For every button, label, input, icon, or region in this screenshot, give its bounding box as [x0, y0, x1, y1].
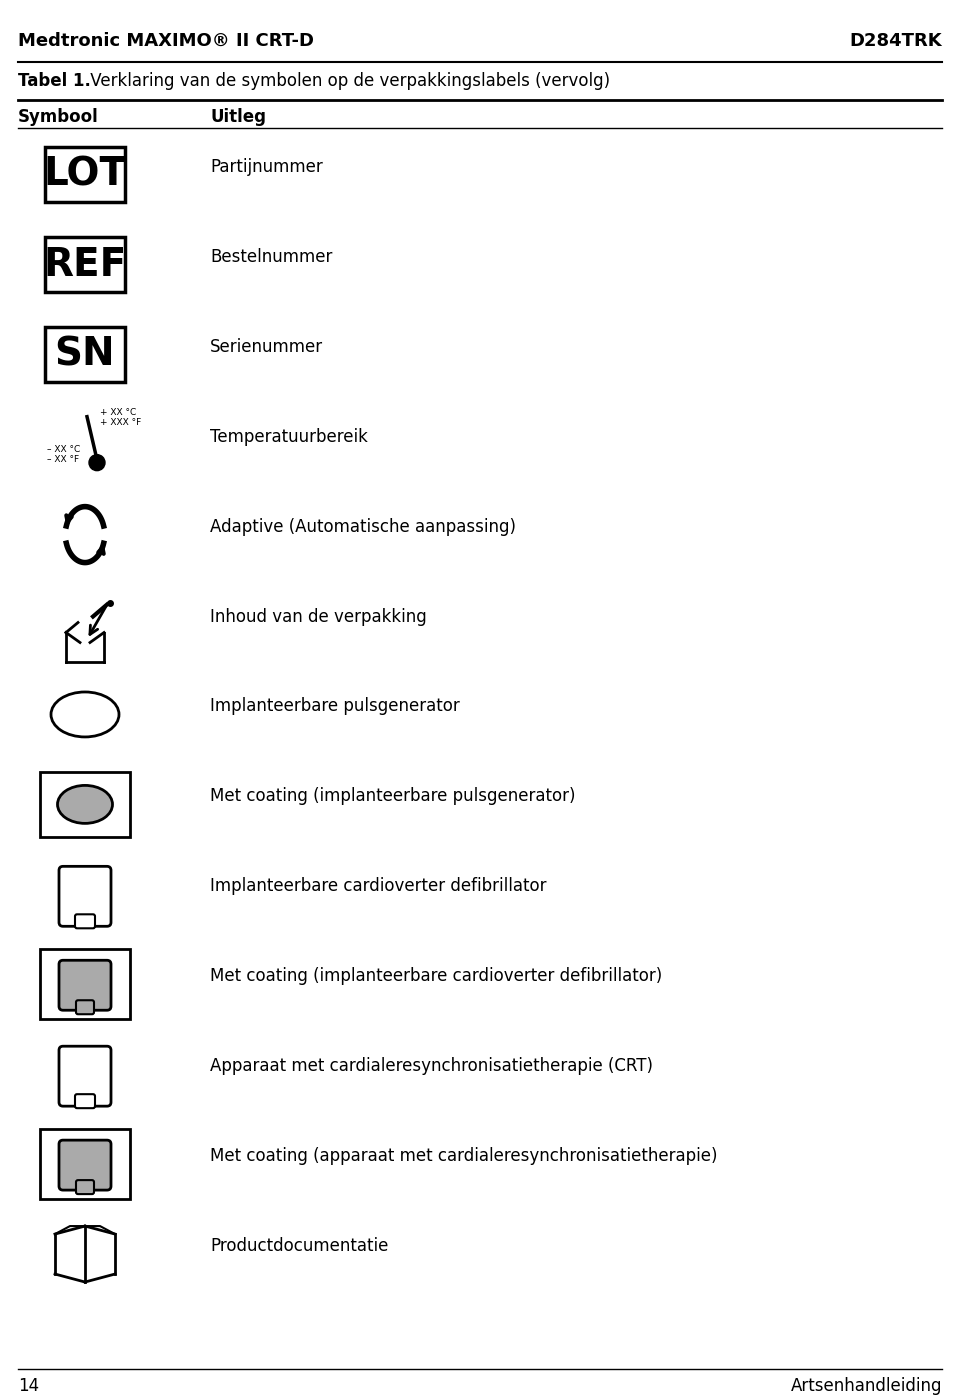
Text: Temperatuurbereik: Temperatuurbereik [210, 427, 368, 445]
Ellipse shape [51, 692, 119, 736]
FancyBboxPatch shape [75, 914, 95, 928]
FancyBboxPatch shape [76, 1180, 94, 1194]
Text: Symbool: Symbool [18, 108, 99, 126]
Text: LOT: LOT [43, 155, 127, 193]
Text: Inhoud van de verpakking: Inhoud van de verpakking [210, 608, 427, 626]
Bar [45, 238, 125, 293]
Text: – XX °C: – XX °C [47, 445, 81, 454]
Text: Bestelnummer: Bestelnummer [210, 248, 332, 266]
Text: Apparaat met cardialeresynchronisatietherapie (CRT): Apparaat met cardialeresynchronisatiethe… [210, 1057, 653, 1075]
Text: Uitleg: Uitleg [210, 108, 266, 126]
Text: Artsenhandleiding: Artsenhandleiding [790, 1378, 942, 1394]
FancyBboxPatch shape [76, 1000, 94, 1014]
Text: + XXX °F: + XXX °F [100, 419, 141, 427]
Text: Implanteerbare cardioverter defibrillator: Implanteerbare cardioverter defibrillato… [210, 878, 546, 896]
Text: Verklaring van de symbolen op de verpakkingslabels (vervolg): Verklaring van de symbolen op de verpakk… [85, 71, 611, 90]
FancyBboxPatch shape [59, 1140, 111, 1190]
Bar [40, 771, 130, 837]
Text: 14: 14 [18, 1378, 39, 1394]
Bar [45, 328, 125, 382]
Text: Met coating (implanteerbare pulsgenerator): Met coating (implanteerbare pulsgenerato… [210, 787, 575, 805]
Text: REF: REF [43, 246, 127, 284]
FancyBboxPatch shape [59, 960, 111, 1011]
FancyBboxPatch shape [75, 1095, 95, 1109]
Text: Serienummer: Serienummer [210, 337, 324, 356]
Text: SN: SN [55, 336, 115, 374]
Text: Productdocumentatie: Productdocumentatie [210, 1238, 389, 1254]
Text: Medtronic MAXIMO® II CRT-D: Medtronic MAXIMO® II CRT-D [18, 32, 314, 50]
Text: Met coating (apparaat met cardialeresynchronisatietherapie): Met coating (apparaat met cardialeresync… [210, 1147, 717, 1165]
Text: Adaptive (Automatische aanpassing): Adaptive (Automatische aanpassing) [210, 518, 516, 536]
Text: + XX °C: + XX °C [100, 409, 136, 417]
Bar [45, 147, 125, 203]
Circle shape [89, 455, 105, 470]
Text: Partijnummer: Partijnummer [210, 158, 323, 176]
Text: Tabel 1.: Tabel 1. [18, 71, 91, 90]
Text: Implanteerbare pulsgenerator: Implanteerbare pulsgenerator [210, 697, 460, 715]
Bar [40, 1130, 130, 1198]
Text: – XX °F: – XX °F [47, 455, 79, 465]
Bar [40, 949, 130, 1019]
FancyBboxPatch shape [59, 867, 111, 927]
Text: Met coating (implanteerbare cardioverter defibrillator): Met coating (implanteerbare cardioverter… [210, 967, 662, 986]
Text: D284TRK: D284TRK [850, 32, 942, 50]
Ellipse shape [58, 785, 112, 823]
FancyBboxPatch shape [59, 1046, 111, 1106]
